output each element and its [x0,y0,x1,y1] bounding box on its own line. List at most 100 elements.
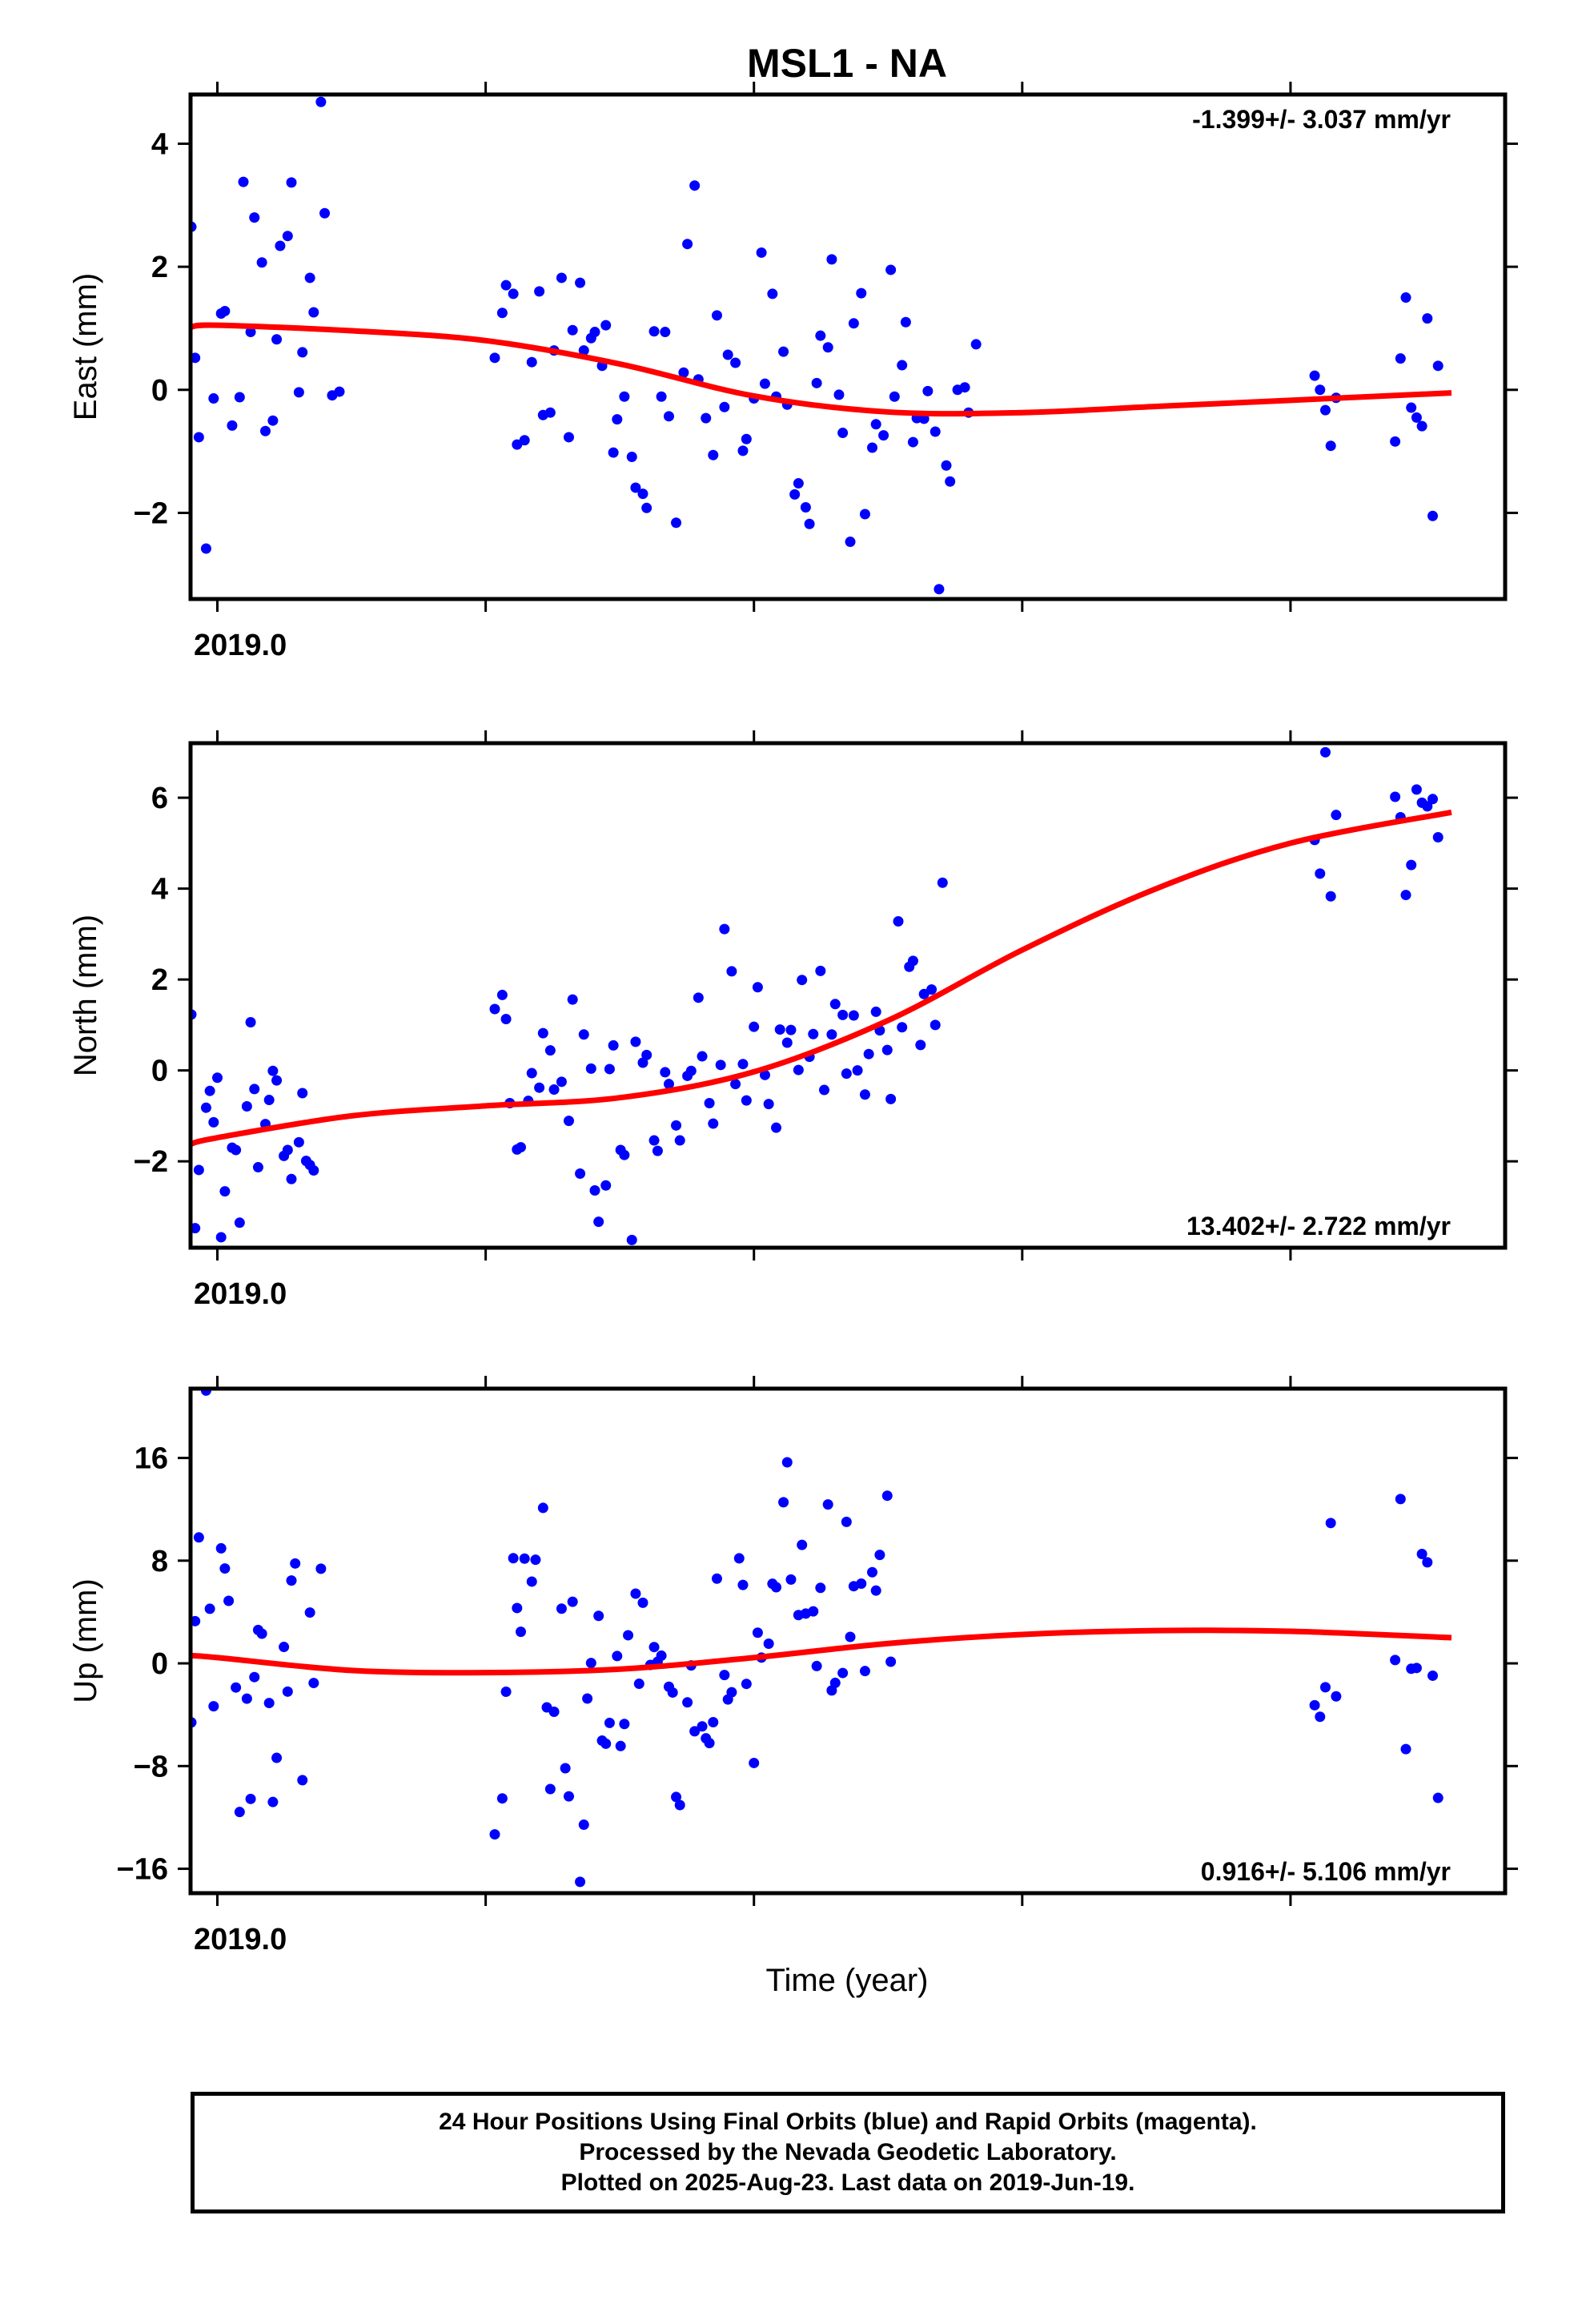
east-data-point [845,537,856,548]
east-data-point [271,334,283,345]
north-data-point [1406,859,1417,870]
north-data-point [726,966,737,977]
east-data-point [722,349,733,360]
north-data-point [245,1016,256,1027]
north-data-point [537,1027,548,1039]
east-data-point [208,393,219,404]
up-data-point [1432,1792,1443,1803]
north-velocity-label: 13.402+/- 2.722 mm/yr [1186,1212,1451,1240]
east-data-point [249,212,260,223]
up-data-point [204,1603,215,1614]
north-data-point [489,1003,500,1015]
east-data-point [660,327,671,338]
up-data-point [845,1631,856,1642]
north-data-point [585,1063,596,1074]
north-data-point [191,1223,201,1234]
east-data-point [1315,384,1326,396]
up-data-point [859,1666,870,1677]
east-ytick-label: 4 [151,127,168,161]
east-data-point [848,318,859,329]
up-data-point [315,1563,327,1574]
east-data-point [804,518,815,529]
east-data-point [793,478,804,489]
east-data-point [245,327,256,338]
north-data-point [1319,746,1331,758]
east-data-point [519,435,530,446]
east-data-point [663,411,674,422]
north-fit-curve [191,809,1452,1147]
east-data-point [334,386,345,397]
east-fit-curve [191,322,1452,417]
up-data-point [704,1738,715,1749]
east-data-point [575,277,586,288]
north-data-point [893,915,904,927]
north-data-point [737,1059,749,1070]
north-data-point [797,975,808,986]
north-data-point [297,1088,308,1099]
east-data-point [319,207,331,219]
east-data-point [711,310,722,321]
up-data-point [600,1738,612,1749]
north-data-point [1432,831,1443,842]
east-data-point [191,352,201,364]
north-data-point [741,1095,752,1106]
north-data-point [808,1028,819,1039]
up-data-point [267,1796,279,1807]
up-data-point [637,1597,648,1608]
east-data-point [193,432,204,443]
up-data-point [797,1539,808,1550]
east-data-point [496,308,508,319]
east-ytick-label: 2 [151,251,168,284]
east-data-point [1422,313,1433,324]
north-data-point [663,1079,674,1090]
east-data-point [737,445,749,456]
up-data-point [282,1686,293,1697]
north-data-point [193,1164,204,1176]
north-data-point [907,955,918,967]
up-data-point [733,1553,745,1564]
up-data-point [633,1679,644,1690]
east-data-point [282,231,293,242]
east-xtick-label: 2019.0 [194,629,287,662]
up-data-point [837,1667,849,1679]
east-data-point [219,305,231,316]
x-axis-label: Time (year) [766,1963,929,1998]
north-data-point [1331,810,1342,821]
up-data-point [1422,1557,1433,1568]
up-data-point [719,1670,730,1681]
north-data-point [1400,890,1411,901]
east-data-point [1406,402,1417,413]
up-data-point [489,1829,500,1840]
north-data-point [308,1165,319,1176]
up-data-point [560,1763,571,1774]
up-data-point [223,1595,235,1606]
north-panel: −2 0 2 4 6 2019.0 North (mm) 13.402+/- 2.722 mm… [68,730,1518,1311]
up-data-point [1416,1548,1427,1559]
east-data-point [970,339,982,350]
east-data-point [238,176,249,187]
up-data-point [881,1490,893,1502]
east-data-point [508,288,519,300]
east-data-point [1309,370,1320,381]
east-data-point [637,489,648,500]
east-data-point [856,287,867,299]
up-data-point [582,1693,593,1704]
up-data-point [771,1582,782,1593]
east-data-point [297,347,308,358]
up-data-point [781,1457,793,1468]
east-data-point [1319,404,1331,416]
north-data-point [897,1022,908,1033]
north-plot-frame [188,741,1508,1250]
up-data-point [563,1791,574,1802]
north-data-point [870,1006,881,1017]
east-data-point [941,460,952,471]
up-data-point [241,1693,252,1704]
up-data-point [726,1687,737,1698]
north-data-point [241,1100,252,1112]
up-data-point [829,1677,841,1688]
north-data-point [267,1065,279,1076]
north-data-point [771,1122,782,1133]
east-data-point [286,177,297,188]
up-data-point [763,1638,774,1650]
north-data-point [600,1180,612,1191]
